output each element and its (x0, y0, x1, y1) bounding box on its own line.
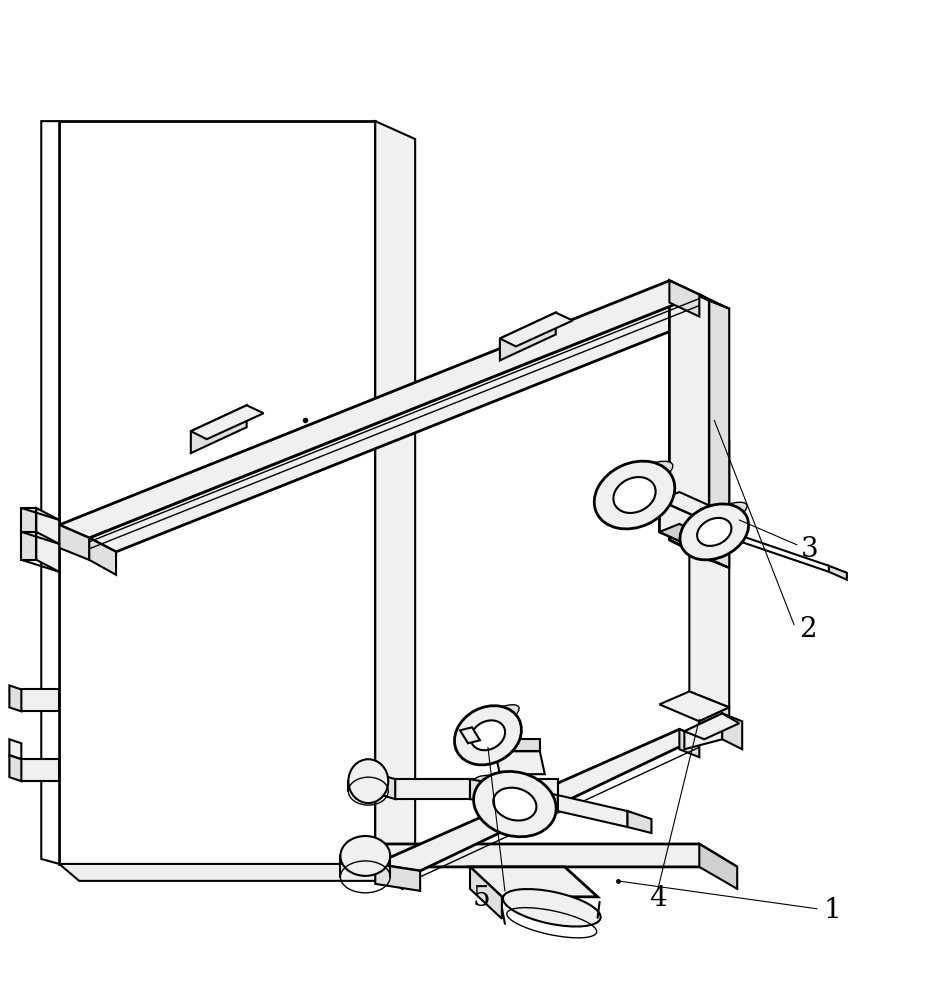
Polygon shape (689, 422, 729, 707)
Polygon shape (375, 864, 420, 891)
Polygon shape (685, 713, 739, 739)
Polygon shape (659, 492, 719, 518)
Polygon shape (470, 867, 598, 897)
Polygon shape (628, 811, 652, 833)
Polygon shape (558, 795, 628, 827)
Ellipse shape (340, 836, 390, 876)
Polygon shape (700, 707, 729, 744)
Polygon shape (500, 313, 555, 360)
Ellipse shape (493, 788, 537, 821)
Ellipse shape (503, 889, 600, 927)
Ellipse shape (457, 705, 519, 742)
Text: 5: 5 (473, 885, 490, 912)
Ellipse shape (454, 706, 522, 765)
Polygon shape (659, 500, 700, 550)
Polygon shape (22, 689, 59, 711)
Polygon shape (59, 864, 416, 881)
Polygon shape (41, 121, 59, 864)
Polygon shape (470, 779, 558, 795)
Ellipse shape (697, 518, 732, 546)
Polygon shape (722, 713, 742, 749)
Text: 2: 2 (799, 616, 817, 643)
Polygon shape (460, 727, 480, 743)
Polygon shape (659, 691, 729, 721)
Ellipse shape (682, 502, 747, 538)
Ellipse shape (348, 759, 388, 803)
Text: 3: 3 (801, 536, 819, 563)
Polygon shape (659, 524, 719, 550)
Polygon shape (369, 771, 395, 799)
Polygon shape (709, 301, 729, 568)
Text: 4: 4 (649, 885, 667, 912)
Polygon shape (395, 779, 470, 799)
Polygon shape (500, 313, 573, 346)
Polygon shape (365, 844, 402, 889)
Ellipse shape (597, 461, 673, 503)
Polygon shape (22, 508, 37, 535)
Ellipse shape (475, 775, 555, 807)
Ellipse shape (680, 504, 749, 560)
Polygon shape (22, 759, 59, 781)
Polygon shape (670, 281, 729, 309)
Polygon shape (37, 508, 59, 548)
Polygon shape (670, 281, 700, 317)
Polygon shape (9, 739, 22, 759)
Polygon shape (679, 729, 700, 757)
Polygon shape (495, 751, 545, 774)
Polygon shape (89, 538, 116, 575)
Polygon shape (670, 281, 709, 560)
Polygon shape (190, 405, 247, 453)
Polygon shape (829, 566, 847, 580)
Polygon shape (670, 540, 729, 568)
Polygon shape (495, 739, 539, 751)
Polygon shape (700, 510, 719, 550)
Polygon shape (700, 295, 727, 332)
Ellipse shape (471, 720, 505, 750)
Polygon shape (190, 405, 264, 439)
Ellipse shape (613, 477, 656, 513)
Polygon shape (470, 779, 558, 811)
Polygon shape (9, 755, 22, 781)
Polygon shape (37, 532, 59, 572)
Polygon shape (59, 121, 375, 864)
Polygon shape (59, 525, 89, 560)
Polygon shape (9, 685, 22, 711)
Polygon shape (365, 844, 737, 867)
Polygon shape (59, 281, 700, 538)
Ellipse shape (595, 461, 674, 529)
Polygon shape (89, 295, 727, 552)
Text: 1: 1 (824, 897, 841, 924)
Polygon shape (685, 713, 722, 749)
Polygon shape (22, 532, 37, 560)
Polygon shape (700, 844, 737, 889)
Polygon shape (470, 867, 502, 919)
Ellipse shape (474, 771, 556, 837)
Polygon shape (375, 121, 416, 881)
Polygon shape (375, 729, 700, 871)
